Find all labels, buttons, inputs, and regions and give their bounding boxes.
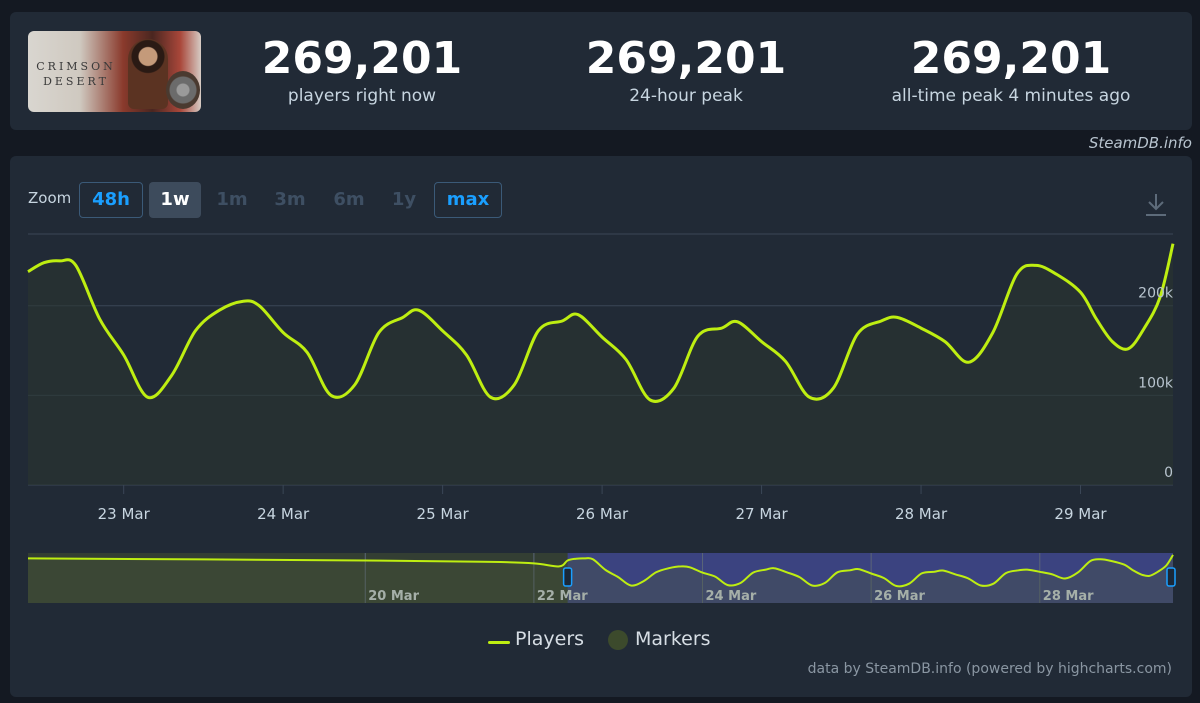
stat-value: 269,201 [910, 33, 1112, 84]
y-axis-ticks: 0 100k 200k [1138, 286, 1174, 481]
zoom-label: Zoom [28, 189, 72, 207]
game-logo: CRIMSON DESERT [36, 60, 116, 88]
stat-all-time-peak: 269,201 all-time peak 4 minutes ago [871, 34, 1151, 108]
x-tick-label: 29 Mar [1054, 505, 1107, 523]
x-tick-label: 26 Mar [576, 505, 629, 523]
navigator-left-handle[interactable] [562, 567, 573, 587]
stat-label: players right now [287, 86, 437, 106]
x-axis-ticks: 23 Mar 24 Mar 25 Mar 26 Mar 27 Mar 28 Mar 29 M… [98, 485, 1107, 523]
game-thumbnail[interactable]: CRIMSON DESERT [28, 31, 201, 112]
legend-players[interactable]: Players [515, 628, 585, 650]
zoom-6m-button[interactable]: 6m [333, 189, 365, 210]
stat-players-now: 269,201 players right now [242, 34, 482, 108]
zoom-1w-button[interactable]: 1w [149, 182, 201, 218]
x-tick-label: 27 Mar [735, 505, 788, 523]
navigator-tick-label: 26 Mar [874, 589, 925, 604]
chart-line [27, 243, 1175, 403]
shield-image [166, 71, 200, 109]
stat-24h-peak: 269,201 24-hour peak [566, 34, 806, 108]
highcharts-credit[interactable]: data by SteamDB.info (powered by highcha… [807, 661, 1172, 677]
navigator: 20 Mar 22 Mar 24 Mar 26 Mar 28 Mar [27, 553, 1176, 604]
warrior-figure [128, 39, 168, 109]
navigator-line [27, 554, 1174, 588]
y-tick-label: 0 [1164, 465, 1173, 481]
zoom-3m-button[interactable]: 3m [274, 189, 306, 210]
steamdb-credit[interactable]: SteamDB.info [1088, 134, 1192, 152]
navigator-area [28, 554, 1173, 603]
x-tick-label: 23 Mar [98, 505, 151, 523]
players-series-line [27, 243, 1175, 403]
navigator-tick-label: 20 Mar [368, 589, 419, 604]
players-legend-line [488, 641, 510, 644]
chart-card: Zoom 48h 1w 1m 3m 6m 1y max 0 100k 200k 23… [10, 156, 1192, 697]
y-tick-label: 100k [1138, 375, 1174, 391]
navigator-right-handle[interactable] [1166, 567, 1176, 587]
legend-markers[interactable]: Markers [635, 628, 711, 650]
stat-label: 24-hour peak [629, 86, 743, 106]
chart-area [28, 243, 1173, 485]
stat-value: 269,201 [585, 33, 787, 84]
x-tick-label: 28 Mar [895, 505, 948, 523]
zoom-1m-button[interactable]: 1m [216, 189, 248, 210]
stat-label: all-time peak 4 minutes ago [891, 86, 1131, 106]
navigator-selection [567, 553, 1173, 603]
navigator-tick-label: 24 Mar [706, 589, 757, 604]
download-icon[interactable] [1144, 192, 1168, 218]
x-tick-label: 24 Mar [257, 505, 310, 523]
stats-card: CRIMSON DESERT 269,201 players right now… [10, 12, 1192, 130]
stat-value: 269,201 [261, 33, 463, 84]
x-tick-label: 25 Mar [417, 505, 470, 523]
player-chart[interactable]: 0 100k 200k 23 Mar 24 Mar 25 Mar 26 Mar 27 Mar… [10, 156, 1192, 626]
navigator-tick-label: 28 Mar [1043, 589, 1094, 604]
chart-legend: Players Markers [10, 628, 1192, 656]
navigator-tick-label: 22 Mar [537, 589, 588, 604]
zoom-max-button[interactable]: max [434, 182, 502, 218]
markers-legend-dot [608, 630, 628, 650]
y-tick-label: 200k [1138, 286, 1174, 302]
zoom-48h-button[interactable]: 48h [79, 182, 143, 218]
series-area [28, 243, 1173, 485]
zoom-1y-button[interactable]: 1y [391, 189, 417, 210]
